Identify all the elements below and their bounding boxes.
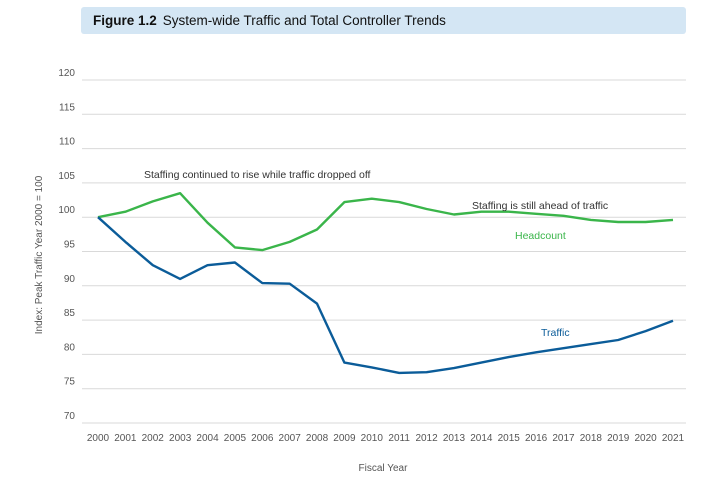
y-tick-labels: 70 75 80 85 90 95 100 105 110 115 120 <box>58 68 75 422</box>
x-tick-label: 2016 <box>525 433 548 444</box>
x-tick-label: 2006 <box>251 433 274 444</box>
x-tick-label: 2012 <box>415 433 438 444</box>
x-tick-label: 2021 <box>662 433 685 444</box>
y-tick-label: 75 <box>64 377 76 388</box>
annotation-staffing-rise: Staffing continued to rise while traffic… <box>144 169 371 181</box>
figure-title: System-wide Traffic and Total Controller… <box>162 13 446 28</box>
x-tick-label: 2002 <box>142 433 165 444</box>
series-label-headcount: Headcount <box>515 230 566 242</box>
x-tick-label: 2018 <box>580 433 603 444</box>
x-tick-label: 2003 <box>169 433 192 444</box>
x-axis-title: Fiscal Year <box>359 463 409 474</box>
figure-number: Figure 1.2 <box>93 13 157 28</box>
x-tick-label: 2015 <box>498 433 521 444</box>
x-tick-label: 2014 <box>470 433 493 444</box>
series-lines <box>97 191 674 375</box>
x-tick-label: 2020 <box>634 433 657 444</box>
y-tick-label: 115 <box>59 102 75 113</box>
y-tick-label: 110 <box>59 137 75 148</box>
y-tick-label: 85 <box>64 308 76 319</box>
y-axis-title: Index: Peak Traffic Year 2000 = 100 <box>34 175 45 334</box>
x-tick-label: 2011 <box>388 433 410 444</box>
y-tick-label: 95 <box>64 240 76 251</box>
x-tick-label: 2010 <box>361 433 384 444</box>
y-tick-label: 105 <box>58 171 75 182</box>
series-label-traffic: Traffic <box>541 327 570 339</box>
y-tick-label: 80 <box>64 342 76 353</box>
annotation-staffing-ahead: Staffing is still ahead of traffic <box>472 200 608 212</box>
x-tick-labels: 2000 2001 2002 2003 2004 2005 2006 2007 2008 2009… <box>87 433 685 444</box>
y-tick-label: 90 <box>64 274 76 285</box>
x-tick-label: 2017 <box>552 433 575 444</box>
gridlines <box>82 79 686 424</box>
x-tick-label: 2004 <box>196 433 219 444</box>
x-tick-label: 2000 <box>87 433 110 444</box>
x-tick-label: 2019 <box>607 433 630 444</box>
y-tick-label: 100 <box>58 205 75 216</box>
figure-title-bar: Figure 1.2 System-wide Traffic and Total … <box>81 7 686 34</box>
x-tick-label: 2008 <box>306 433 329 444</box>
x-tick-label: 2001 <box>114 433 137 444</box>
x-tick-label: 2013 <box>443 433 466 444</box>
x-tick-label: 2007 <box>279 433 302 444</box>
series-line-traffic <box>97 216 674 375</box>
y-tick-label: 120 <box>58 68 75 79</box>
series-line-headcount <box>97 191 674 252</box>
x-tick-label: 2005 <box>224 433 247 444</box>
x-tick-label: 2009 <box>333 433 356 444</box>
y-tick-label: 70 <box>64 411 76 422</box>
